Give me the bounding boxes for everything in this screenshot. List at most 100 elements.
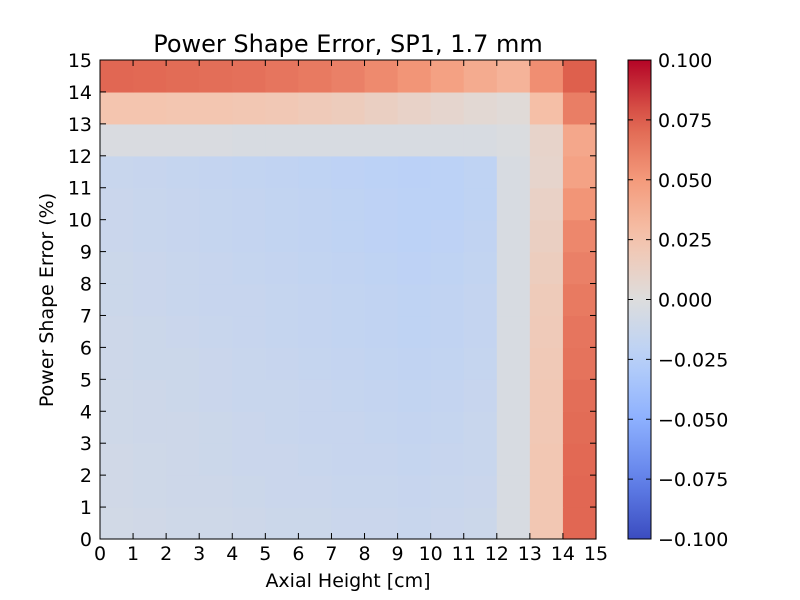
colorbar-ticks: 0.100 0.075 0.050 0.025 0.000 −0.025 −0.050 −0.… <box>628 50 728 551</box>
heatmap-cell <box>232 283 266 317</box>
heatmap-cell <box>529 507 564 540</box>
heatmap-cell <box>529 91 564 125</box>
heatmap-cell <box>133 60 167 93</box>
heatmap-cell <box>133 187 167 221</box>
heatmap-cell <box>364 411 399 444</box>
heatmap-cell <box>397 60 432 93</box>
heatmap-cell <box>364 91 399 125</box>
heatmap-cell <box>463 507 498 540</box>
heatmap-cell <box>265 187 299 221</box>
heatmap-cell <box>463 347 498 380</box>
x-tick-label: 4 <box>226 543 238 565</box>
heatmap-cell <box>298 347 333 380</box>
heatmap-cell <box>364 475 399 508</box>
heatmap-cell <box>133 155 167 189</box>
heatmap-cell <box>397 507 432 540</box>
heatmap-cell <box>397 155 432 189</box>
heatmap-cell <box>463 60 498 93</box>
heatmap-cell <box>232 60 266 93</box>
y-axis-label: Power Shape Error (%) <box>36 193 58 407</box>
x-tick-label: 5 <box>259 543 271 565</box>
y-tick-label: 1 <box>80 497 92 519</box>
heatmap-cell <box>397 251 432 285</box>
heatmap-cell <box>199 347 233 380</box>
heatmap-cell <box>199 60 233 93</box>
heatmap-cell <box>199 315 233 348</box>
x-tick-label: 14 <box>551 543 575 565</box>
heatmap-cell <box>265 411 299 444</box>
heatmap-cell <box>100 251 134 285</box>
heatmap-cell <box>166 347 200 380</box>
heatmap-cell <box>496 155 531 189</box>
x-tick-label: 6 <box>292 543 304 565</box>
heatmap-cell <box>166 187 200 221</box>
heatmap-cell <box>562 123 597 157</box>
heatmap-cell <box>430 219 465 253</box>
heatmap-cell <box>331 411 366 444</box>
heatmap-cell <box>529 155 564 189</box>
heatmap-cell <box>199 123 233 157</box>
heatmap-cell <box>529 219 564 253</box>
heatmap-cell <box>265 379 299 412</box>
heatmap-cell <box>166 379 200 412</box>
heatmap-cell <box>430 411 465 444</box>
heatmap-cell <box>265 219 299 253</box>
heatmap-cell <box>199 219 233 253</box>
heatmap-cell <box>265 443 299 476</box>
heatmap-cell <box>166 411 200 444</box>
heatmap-cell <box>364 443 399 476</box>
heatmap-cell <box>100 443 134 476</box>
heatmap-cell <box>298 283 333 317</box>
heatmap-cell <box>166 155 200 189</box>
heatmap-cell <box>529 443 564 476</box>
heatmap-cell <box>298 91 333 125</box>
heatmap-cell <box>331 91 366 125</box>
heatmap-cell <box>364 315 399 348</box>
heatmap-cell <box>265 347 299 380</box>
heatmap-cell <box>331 443 366 476</box>
y-tick-label: 12 <box>68 146 92 168</box>
x-tick-label: 2 <box>160 543 172 565</box>
y-tick-label: 10 <box>68 210 92 232</box>
heatmap-cell <box>496 91 531 125</box>
heatmap-cell <box>529 379 564 412</box>
heatmap-cell <box>364 187 399 221</box>
heatmap-cell <box>529 315 564 348</box>
heatmap-cell <box>133 123 167 157</box>
heatmap-cell <box>133 315 167 348</box>
heatmap-cell <box>298 475 333 508</box>
heatmap-cell <box>496 251 531 285</box>
heatmap-cell <box>463 187 498 221</box>
heatmap-cell <box>133 507 167 540</box>
colorbar-tick-label: 0.050 <box>658 170 712 192</box>
heatmap-cell <box>397 475 432 508</box>
heatmap-cell <box>265 507 299 540</box>
x-tick-label: 1 <box>127 543 139 565</box>
heatmap-cell <box>397 187 432 221</box>
heatmap-cell <box>232 379 266 412</box>
x-tick-label: 12 <box>485 543 509 565</box>
heatmap-cell <box>496 507 531 540</box>
heatmap-cell <box>133 251 167 285</box>
x-axis-label: Axial Height [cm] <box>265 570 430 592</box>
heatmap-cell <box>265 251 299 285</box>
heatmap-cell <box>199 411 233 444</box>
heatmap-cell <box>331 379 366 412</box>
heatmap-cell <box>496 475 531 508</box>
heatmap-cell <box>331 283 366 317</box>
axis-ticks: 0 1 2 3 4 5 6 7 8 9 10 11 12 13 14 15012345678910111213… <box>68 50 608 565</box>
heatmap-cell <box>100 219 134 253</box>
heatmap-cell <box>364 123 399 157</box>
heatmap-cell <box>430 443 465 476</box>
heatmap-cell <box>397 379 432 412</box>
heatmap-cell <box>199 475 233 508</box>
heatmap-cell <box>529 411 564 444</box>
heatmap-cell <box>298 155 333 189</box>
heatmap-cell <box>331 251 366 285</box>
heatmap-cell <box>166 443 200 476</box>
heatmap-cell <box>232 251 266 285</box>
heatmap-cell <box>199 283 233 317</box>
heatmap-cell <box>496 443 531 476</box>
heatmap-cell <box>133 411 167 444</box>
